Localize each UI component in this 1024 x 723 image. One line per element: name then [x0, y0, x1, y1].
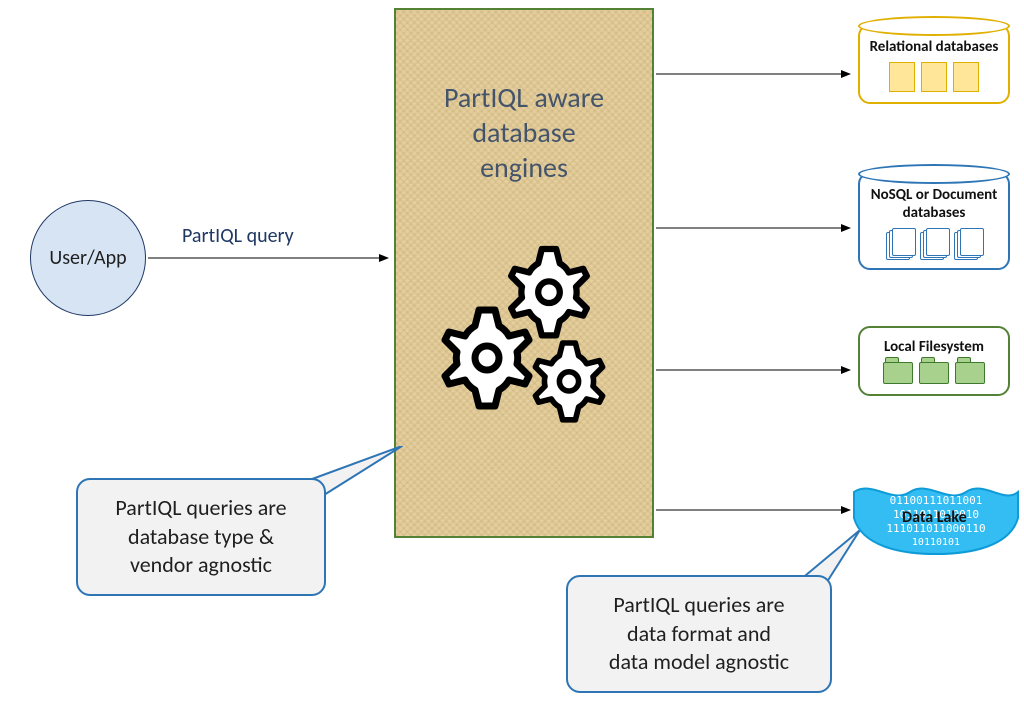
relational-store: Relational databases	[858, 24, 1010, 104]
svg-text:10110101: 10110101	[912, 537, 960, 548]
relational-title: Relational databases	[864, 38, 1004, 56]
callout-right-line3: data model agnostic	[586, 648, 812, 677]
local-fs-store: Local Filesystem	[858, 326, 1010, 396]
callout-left: PartIQL queries are database type & vend…	[76, 478, 326, 596]
svg-text:01100111011001: 01100111011001	[890, 494, 983, 507]
nosql-store: NoSQL or Document databases	[858, 172, 1010, 270]
datalake-label: Data Lake	[902, 508, 967, 527]
datalake-store: 01100111011001 1011011010010 11101101100…	[852, 478, 1020, 556]
engine-title-line3: engines	[396, 150, 652, 185]
folders-icon	[864, 362, 1004, 384]
callout-left-line1: PartIQL queries are	[96, 494, 306, 523]
document-stack-icon	[864, 228, 1004, 258]
relational-cells-icon	[864, 62, 1004, 92]
callout-right: PartIQL queries are data format and data…	[566, 575, 832, 693]
nosql-title: NoSQL or Document databases	[864, 186, 1004, 222]
callout-right-line2: data format and	[586, 620, 812, 649]
user-app-label: User/App	[49, 246, 126, 270]
gears-icon	[396, 225, 652, 425]
callout-left-line2: database type &	[96, 523, 306, 552]
engine-box: PartIQL aware database engines	[394, 8, 654, 538]
engine-title-line1: PartIQL aware	[396, 80, 652, 115]
engine-title: PartIQL aware database engines	[396, 10, 652, 185]
local-fs-title: Local Filesystem	[864, 338, 1004, 356]
user-app-node: User/App	[30, 200, 146, 316]
callout-right-line1: PartIQL queries are	[586, 591, 812, 620]
callout-left-line3: vendor agnostic	[96, 551, 306, 580]
partiql-query-label: PartIQL query	[182, 224, 294, 248]
engine-title-line2: database	[396, 115, 652, 150]
